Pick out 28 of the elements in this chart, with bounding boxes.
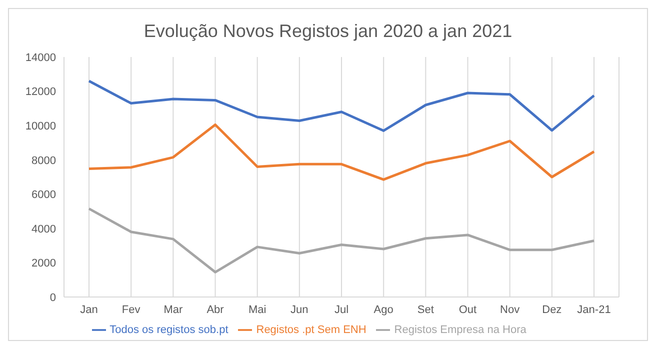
x-tick-label: Nov: [500, 304, 520, 316]
x-tick-label: Dez: [542, 304, 562, 316]
y-tick-label: 12000: [25, 86, 56, 98]
x-tick-label: Set: [417, 304, 434, 316]
chart-title: Evolução Novos Registos jan 2020 a jan 2021: [142, 20, 514, 43]
x-tick-label: Mai: [248, 304, 266, 316]
x-tick-label: Jul: [334, 304, 349, 316]
line-series: [88, 80, 596, 132]
x-tick-label: Fev: [122, 304, 141, 316]
y-tick-label: 8000: [32, 154, 56, 167]
y-tick-label: 6000: [32, 189, 56, 202]
x-tick-label: Jan-21: [577, 304, 611, 316]
y-tick-label: 0: [50, 292, 56, 304]
x-tick-label: Out: [458, 304, 477, 316]
y-tick-label: 14000: [25, 52, 56, 64]
x-tick-label: Mar: [164, 304, 183, 316]
legend-label: Todos os registos sob.pt: [110, 324, 228, 336]
line-series: [88, 123, 596, 181]
x-tick-label: Jun: [290, 304, 308, 316]
y-tick-label: 4000: [32, 223, 56, 236]
x-tick-label: Ago: [374, 304, 394, 316]
y-tick-label: 10000: [25, 120, 56, 132]
line-series: [88, 207, 596, 274]
legend-label: Registos Empresa na Hora: [394, 324, 526, 336]
y-tick-label: 2000: [32, 258, 56, 270]
x-tick-label: Jan: [80, 304, 98, 316]
x-tick-label: Abr: [206, 304, 224, 316]
legend-label: Registos .pt Sem ENH: [256, 324, 366, 336]
